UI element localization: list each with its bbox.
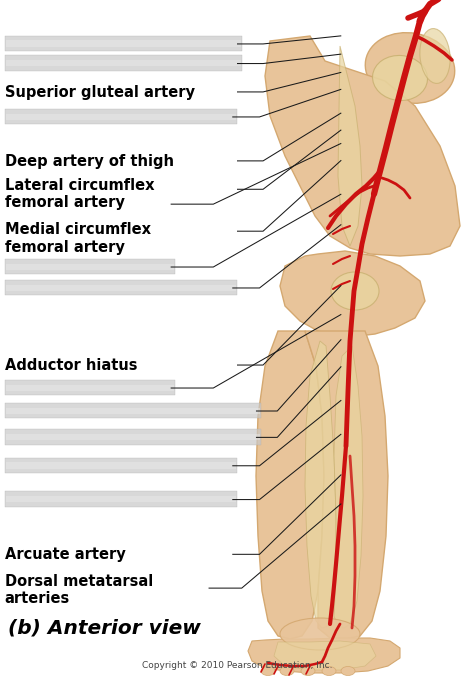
Text: Lateral circumflex
femoral artery: Lateral circumflex femoral artery bbox=[5, 178, 154, 210]
Bar bbox=[6, 60, 241, 66]
Bar bbox=[5, 36, 242, 51]
Ellipse shape bbox=[365, 32, 455, 103]
Bar bbox=[6, 114, 236, 120]
Ellipse shape bbox=[420, 28, 450, 83]
Ellipse shape bbox=[280, 667, 294, 675]
Polygon shape bbox=[305, 331, 388, 639]
Bar bbox=[6, 264, 174, 270]
Bar bbox=[6, 496, 236, 502]
Bar bbox=[5, 491, 237, 507]
Bar bbox=[6, 434, 260, 440]
Bar bbox=[5, 458, 237, 473]
Bar bbox=[6, 462, 236, 468]
Ellipse shape bbox=[301, 667, 315, 675]
Ellipse shape bbox=[373, 55, 428, 101]
Text: Medial circumflex
femoral artery: Medial circumflex femoral artery bbox=[5, 222, 151, 255]
Polygon shape bbox=[248, 638, 400, 673]
Ellipse shape bbox=[261, 667, 275, 675]
Bar bbox=[6, 408, 260, 414]
Polygon shape bbox=[305, 341, 336, 628]
Bar bbox=[5, 429, 261, 445]
Text: (b) Anterior view: (b) Anterior view bbox=[8, 619, 201, 637]
Polygon shape bbox=[338, 46, 362, 246]
Text: Adductor hiatus: Adductor hiatus bbox=[5, 358, 137, 373]
Polygon shape bbox=[265, 36, 460, 256]
Text: Deep artery of thigh: Deep artery of thigh bbox=[5, 154, 174, 169]
Text: Copyright © 2010 Pearson Education, Inc.: Copyright © 2010 Pearson Education, Inc. bbox=[142, 662, 332, 671]
Polygon shape bbox=[280, 251, 425, 336]
Polygon shape bbox=[274, 641, 376, 670]
Text: Arcuate artery: Arcuate artery bbox=[5, 548, 126, 562]
Ellipse shape bbox=[341, 667, 355, 675]
Text: Dorsal metatarsal
arteries: Dorsal metatarsal arteries bbox=[5, 574, 153, 606]
Bar bbox=[6, 41, 241, 47]
Ellipse shape bbox=[280, 618, 360, 650]
Bar bbox=[5, 55, 242, 71]
Bar bbox=[5, 380, 175, 395]
Bar bbox=[5, 259, 175, 274]
Ellipse shape bbox=[331, 272, 379, 310]
Bar bbox=[5, 280, 237, 295]
Polygon shape bbox=[334, 346, 363, 628]
Ellipse shape bbox=[322, 667, 336, 675]
Bar bbox=[5, 109, 237, 124]
Bar bbox=[5, 403, 261, 418]
Bar bbox=[6, 285, 236, 291]
Polygon shape bbox=[256, 331, 324, 639]
Text: Superior gluteal artery: Superior gluteal artery bbox=[5, 85, 195, 100]
Bar bbox=[6, 385, 174, 391]
